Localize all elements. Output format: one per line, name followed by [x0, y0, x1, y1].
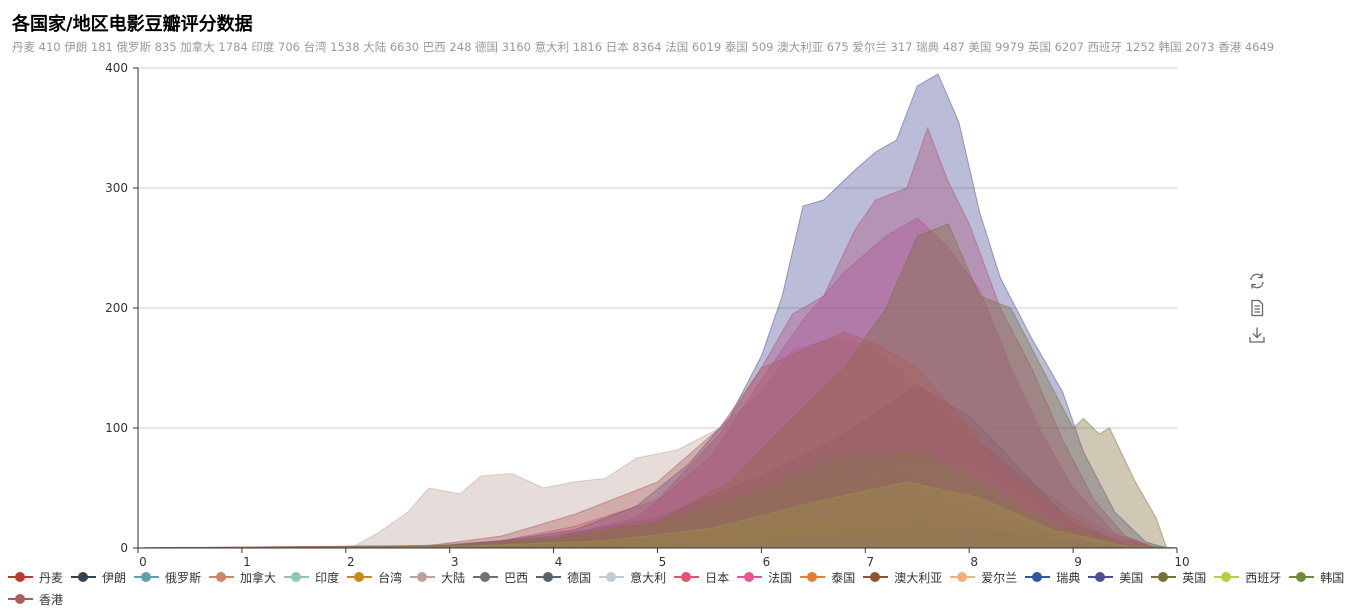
legend-label: 美国 [1119, 570, 1144, 585]
legend-marker-icon [473, 570, 499, 584]
legend-marker-icon [71, 570, 97, 584]
x-tick-label: 1 [243, 555, 251, 569]
x-tick-label: 5 [659, 555, 667, 569]
legend-marker-icon [737, 570, 763, 584]
legend-marker-icon [1214, 570, 1240, 584]
legend-marker-icon [8, 592, 33, 606]
x-tick-label: 3 [451, 555, 459, 569]
legend-item[interactable]: 英国 [1151, 566, 1206, 588]
legend-label: 澳大利亚 [894, 570, 943, 585]
legend-label: 法国 [768, 570, 793, 585]
legend-label: 英国 [1182, 570, 1207, 585]
legend-label: 伊朗 [102, 570, 127, 585]
legend-label: 瑞典 [1056, 570, 1081, 585]
legend-label: 爱尔兰 [981, 570, 1018, 585]
legend-item[interactable]: 印度 [284, 566, 339, 588]
legend-label: 意大利 [630, 570, 667, 585]
legend-marker-icon [950, 570, 976, 584]
legend-label: 大陆 [441, 570, 466, 585]
y-tick-label: 300 [105, 181, 128, 195]
legend-marker-icon [599, 570, 625, 584]
legend-item[interactable]: 美国 [1088, 566, 1143, 588]
legend-item[interactable]: 爱尔兰 [950, 566, 1017, 588]
legend-marker-icon [1088, 570, 1114, 584]
legend-marker-icon [1289, 570, 1315, 584]
legend-item[interactable]: 巴西 [473, 566, 528, 588]
legend-label: 韩国 [1320, 570, 1345, 585]
legend-marker-icon [863, 570, 889, 584]
legend-item[interactable]: 丹麦 [8, 566, 63, 588]
legend-marker-icon [8, 570, 33, 584]
legend-marker-icon [134, 570, 160, 584]
legend-item[interactable]: 韩国 [1289, 566, 1344, 588]
restore-icon[interactable] [1248, 272, 1266, 290]
legend-item[interactable]: 德国 [536, 566, 591, 588]
legend-marker-icon [410, 570, 436, 584]
legend-marker-icon [347, 570, 373, 584]
area-chart: 0 100 200 300 400 0 1 2 3 4 5 6 7 8 9 10 [105, 61, 1190, 569]
y-tick-label: 0 [120, 541, 128, 555]
legend-label: 德国 [567, 570, 592, 585]
legend-label: 西班牙 [1245, 570, 1282, 585]
x-tick-label: 2 [347, 555, 355, 569]
legend-item[interactable]: 台湾 [347, 566, 402, 588]
data-view-icon[interactable] [1248, 299, 1266, 317]
x-tick-label: 7 [866, 555, 874, 569]
legend-item[interactable]: 日本 [674, 566, 729, 588]
area-series-20 [137, 331, 1177, 549]
area-series-11 [137, 217, 1177, 549]
x-tick-label: 4 [555, 555, 563, 569]
legend-label: 泰国 [831, 570, 856, 585]
x-tick-label: 6 [763, 555, 771, 569]
area-series-19 [137, 451, 1178, 549]
legend-item[interactable]: 伊朗 [71, 566, 126, 588]
chart-legend: 丹麦 伊朗 俄罗斯 加拿大 印度 台湾 大陆 巴西 德国 意大利 日本 法国 泰国 澳大利亚 爱尔兰 瑞典 美国… [8, 566, 1358, 610]
x-tick-label: 10 [1174, 555, 1189, 569]
legend-marker-icon [674, 570, 700, 584]
y-tick-label: 400 [105, 61, 128, 75]
legend-label: 俄罗斯 [165, 570, 202, 585]
legend-item[interactable]: 意大利 [599, 566, 666, 588]
legend-label: 印度 [315, 570, 340, 585]
legend-item[interactable]: 澳大利亚 [863, 566, 942, 588]
legend-marker-icon [1151, 570, 1177, 584]
legend-label: 台湾 [378, 570, 403, 585]
legend-item[interactable]: 俄罗斯 [134, 566, 201, 588]
legend-label: 丹麦 [39, 570, 64, 585]
y-tick-label: 200 [105, 301, 128, 315]
legend-item[interactable]: 法国 [737, 566, 792, 588]
legend-label: 巴西 [504, 570, 529, 585]
legend-item[interactable]: 泰国 [800, 566, 855, 588]
legend-marker-icon [800, 570, 826, 584]
legend-marker-icon [209, 570, 235, 584]
legend-label: 日本 [705, 570, 730, 585]
area-series-17 [137, 223, 1177, 549]
legend-marker-icon [1025, 570, 1051, 584]
area-series-8 [137, 385, 1178, 549]
legend-item[interactable]: 加拿大 [209, 566, 276, 588]
legend-marker-icon [536, 570, 562, 584]
legend-item[interactable]: 大陆 [410, 566, 465, 588]
legend-item[interactable]: 香港 [8, 588, 63, 610]
legend-label: 香港 [39, 592, 64, 607]
x-tick-label: 0 [139, 555, 147, 569]
save-image-icon[interactable] [1248, 326, 1266, 344]
y-tick-label: 100 [105, 421, 128, 435]
x-tick-label: 9 [1074, 555, 1082, 569]
legend-label: 加拿大 [240, 570, 277, 585]
chart-subtitle: 丹麦 410 伊朗 181 俄罗斯 835 加拿大 1784 印度 706 台湾… [12, 40, 1275, 54]
legend-marker-icon [284, 570, 310, 584]
area-series-16 [137, 73, 1177, 549]
legend-item[interactable]: 瑞典 [1025, 566, 1080, 588]
chart-title: 各国家/地区电影豆瓣评分数据 [12, 14, 253, 35]
x-tick-label: 8 [970, 555, 978, 569]
legend-item[interactable]: 西班牙 [1214, 566, 1281, 588]
